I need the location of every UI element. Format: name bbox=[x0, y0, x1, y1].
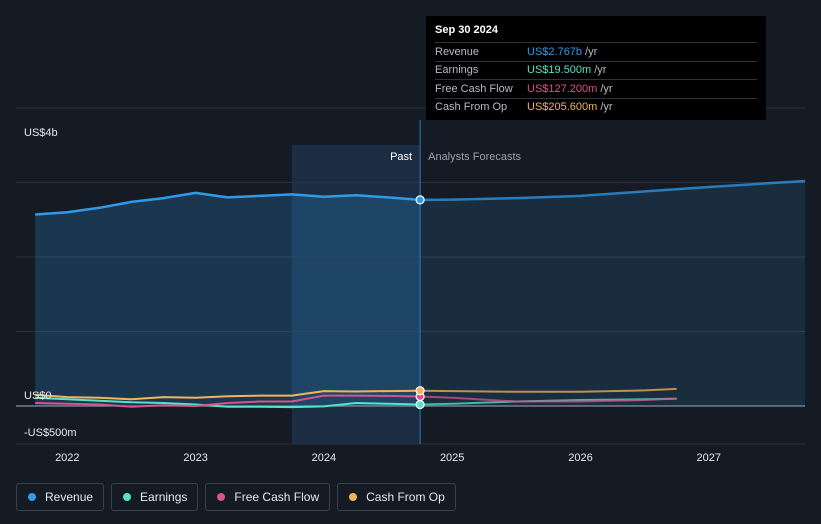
tooltip-value: US$2.767b bbox=[527, 45, 583, 58]
legend-dot-icon bbox=[349, 493, 358, 501]
legend-label: Earnings bbox=[140, 490, 188, 504]
cash-from-op-line-forecast bbox=[420, 387, 677, 393]
revenue-line-past bbox=[35, 191, 421, 216]
tooltip-label: Free Cash Flow bbox=[435, 82, 513, 95]
free-cash-flow-line-forecast bbox=[420, 395, 677, 403]
tooltip-row-cash-from-op: Cash From Op US$205.600m /yr bbox=[435, 97, 757, 117]
tooltip-row-free-cash-flow: Free Cash Flow US$127.200m /yr bbox=[435, 79, 757, 98]
x-tick-label: 2023 bbox=[183, 452, 207, 464]
x-tick-label: 2025 bbox=[440, 452, 464, 464]
y-tick-label: -US$500m bbox=[24, 427, 77, 439]
tooltip-unit: /yr bbox=[585, 45, 598, 58]
tooltip-label: Revenue bbox=[435, 45, 480, 58]
revenue-current-marker bbox=[415, 195, 425, 205]
free-cash-flow-line-past bbox=[35, 394, 421, 408]
tooltip-value: US$127.200m bbox=[527, 82, 598, 95]
legend-item-revenue[interactable]: Revenue bbox=[16, 483, 105, 511]
y-tick-label: US$0 bbox=[24, 390, 52, 402]
tooltip-date: Sep 30 2024 bbox=[435, 24, 498, 36]
x-tick-label: 2024 bbox=[312, 452, 336, 464]
revenue-line-forecast bbox=[420, 179, 806, 202]
legend-item-earnings[interactable]: Earnings bbox=[111, 483, 199, 511]
cash-from-op-line-past bbox=[35, 389, 421, 401]
legend: Revenue Earnings Free Cash Flow Cash Fro… bbox=[16, 483, 456, 511]
tooltip-row-revenue: Revenue US$2.767b /yr bbox=[435, 42, 757, 61]
forecast-label: Analysts Forecasts bbox=[428, 151, 521, 163]
tooltip-row-earnings: Earnings US$19.500m /yr bbox=[435, 60, 757, 80]
legend-dot-icon bbox=[123, 493, 132, 501]
tooltip-value: US$19.500m bbox=[527, 64, 592, 77]
tooltip-unit: /yr bbox=[600, 82, 613, 95]
tooltip-value: US$205.600m bbox=[527, 101, 598, 114]
legend-label: Cash From Op bbox=[366, 490, 445, 504]
x-tick-label: 2022 bbox=[55, 452, 79, 464]
cash-from-op-current-marker bbox=[415, 386, 425, 396]
legend-dot-icon bbox=[28, 493, 36, 501]
tooltip-label: Earnings bbox=[435, 64, 479, 77]
earnings-line-past bbox=[35, 396, 421, 409]
x-tick-label: 2027 bbox=[697, 452, 721, 464]
tooltip-unit: /yr bbox=[600, 101, 613, 114]
y-tick-label: US$4b bbox=[24, 127, 58, 139]
revenue-area-past bbox=[35, 192, 421, 406]
revenue-area-forecast bbox=[420, 181, 805, 406]
legend-dot-icon bbox=[217, 493, 226, 501]
x-tick-label: 2026 bbox=[568, 452, 592, 464]
legend-item-free-cash-flow[interactable]: Free Cash Flow bbox=[205, 483, 331, 511]
data-tooltip: Sep 30 2024 Revenue US$2.767b /yr Earnin… bbox=[426, 16, 766, 120]
tooltip-label: Cash From Op bbox=[435, 101, 508, 114]
legend-label: Revenue bbox=[45, 490, 94, 504]
legend-label: Free Cash Flow bbox=[234, 490, 320, 504]
past-label: Past bbox=[390, 151, 412, 163]
legend-item-cash-from-op[interactable]: Cash From Op bbox=[337, 483, 456, 511]
earnings-current-marker bbox=[415, 399, 425, 410]
tooltip-unit: /yr bbox=[594, 64, 607, 77]
